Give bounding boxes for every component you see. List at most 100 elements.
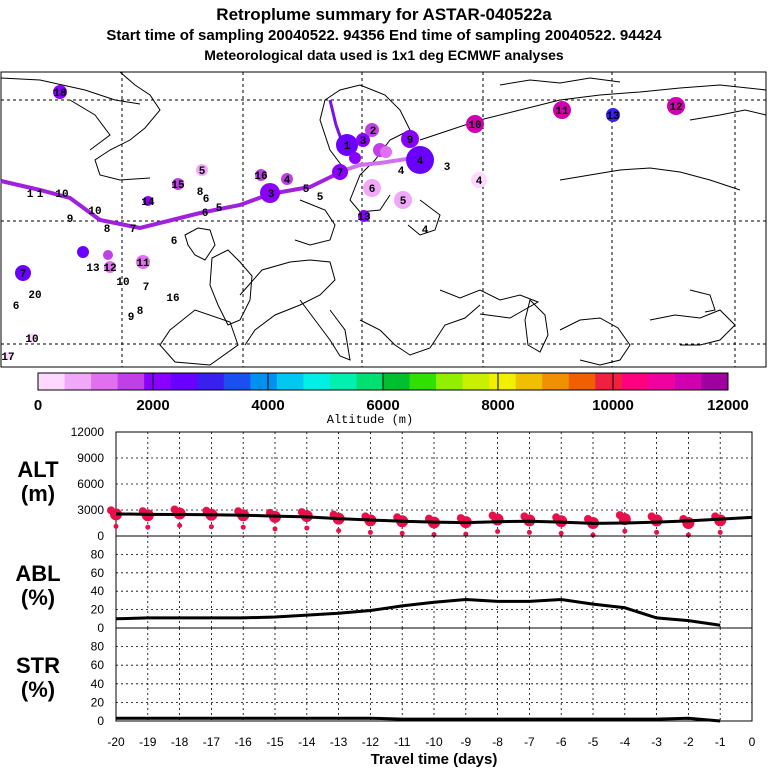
plume-day-label: 18 bbox=[53, 88, 67, 100]
x-tick-label: -7 bbox=[524, 735, 535, 749]
colorbar-tick-label: 8000 bbox=[481, 397, 514, 414]
plume-cluster-marker bbox=[136, 255, 150, 269]
sampling-time-line: Start time of sampling 20040522. 94356 E… bbox=[106, 27, 662, 44]
colorbar-label: Altitude (m) bbox=[327, 413, 413, 427]
altitude-cluster-point bbox=[297, 508, 306, 517]
colorbar-tick-label: 0 bbox=[34, 397, 42, 414]
trajectory-main bbox=[0, 168, 346, 231]
y-tick-label: 40 bbox=[91, 677, 105, 691]
colorbar-swatch bbox=[489, 373, 517, 390]
y-tick-label: 80 bbox=[91, 640, 105, 654]
x-tick-label: -18 bbox=[171, 735, 189, 749]
y-tick-label: 9000 bbox=[77, 451, 104, 465]
panel-unit: (m) bbox=[21, 481, 55, 506]
colorbar-swatch bbox=[117, 373, 145, 390]
colorbar-swatch bbox=[303, 373, 331, 390]
colorbar-swatch bbox=[276, 373, 304, 390]
plume-cluster-marker bbox=[15, 265, 31, 281]
plume-cluster-marker bbox=[380, 146, 392, 158]
panel-label: STR bbox=[16, 653, 60, 678]
altitude-cluster-point bbox=[520, 512, 529, 521]
plume-cluster-marker bbox=[358, 210, 370, 222]
x-tick-label: -3 bbox=[651, 735, 662, 749]
colorbar-swatch bbox=[462, 373, 490, 390]
altitude-cluster-point bbox=[107, 506, 115, 515]
altitude-cluster-point bbox=[654, 529, 660, 535]
plume-clusters bbox=[4, 85, 685, 360]
figure-title: Retroplume summary for ASTAR-040522a bbox=[216, 5, 552, 24]
colorbar-swatch bbox=[144, 373, 172, 390]
colorbar-swatch bbox=[329, 373, 357, 390]
plume-cluster-marker bbox=[281, 173, 293, 185]
plume-day-label: 8 bbox=[197, 187, 204, 199]
plume-day-label: 3 bbox=[444, 162, 451, 174]
plume-cluster-marker bbox=[471, 172, 487, 188]
plume-cluster-marker bbox=[401, 130, 419, 148]
colorbar-swatch bbox=[250, 373, 278, 390]
colorbar-swatch bbox=[356, 373, 384, 390]
plume-cluster-marker bbox=[255, 169, 267, 181]
x-tick-label: -1 bbox=[715, 735, 726, 749]
plume-cluster-marker bbox=[553, 101, 571, 119]
time-series-panels: 030006000900012000ALT(m)020406080ABL(%)0… bbox=[15, 425, 755, 768]
altitude-colorbar: 0 2000 4000 6000 8000 10000 12000 bbox=[34, 372, 749, 414]
altitude-cluster-point bbox=[393, 513, 402, 522]
plume-day-label: 6 bbox=[13, 301, 20, 313]
plume-day-label: 5 bbox=[400, 196, 407, 208]
plume-day-label: 16 bbox=[166, 293, 179, 305]
plume-day-label: 7 bbox=[20, 269, 27, 281]
x-tick-label: -14 bbox=[298, 735, 316, 749]
plume-cluster-marker bbox=[143, 196, 153, 206]
altitude-cluster-point bbox=[615, 511, 624, 520]
colorbar-swatch bbox=[568, 373, 596, 390]
plume-day-label: 10 bbox=[88, 206, 101, 218]
plume-day-label: 6 bbox=[202, 208, 209, 220]
x-tick-label: -8 bbox=[492, 735, 503, 749]
plume-day-label: 12 bbox=[669, 102, 682, 114]
plume-day-label: 5 bbox=[303, 184, 310, 196]
plume-cluster-marker bbox=[27, 333, 37, 343]
x-tick-label: -11 bbox=[394, 735, 411, 749]
plume-cluster-marker bbox=[394, 191, 412, 209]
plume-day-label: 4 bbox=[422, 225, 429, 237]
plume-cluster-marker bbox=[332, 164, 348, 180]
plume-cluster-marker bbox=[336, 134, 358, 156]
colorbar-tick-label: 2000 bbox=[136, 397, 169, 414]
plume-cluster-marker bbox=[53, 85, 67, 99]
plume-cluster-marker bbox=[77, 246, 89, 258]
altitude-cluster-point bbox=[240, 524, 246, 530]
plume-day-label: 3 bbox=[360, 136, 367, 148]
panel-label: ABL bbox=[15, 561, 60, 586]
y-tick-label: 20 bbox=[91, 603, 105, 617]
altitude-cluster-point bbox=[399, 530, 405, 536]
plume-day-label: 8 bbox=[104, 224, 111, 236]
altitude-cluster-point bbox=[495, 529, 501, 535]
plume-day-label: 17 bbox=[1, 352, 14, 364]
plume-day-label: 1 bbox=[27, 189, 34, 201]
altitude-cluster-point bbox=[488, 511, 497, 520]
plume-day-label: 3 bbox=[268, 189, 275, 201]
y-tick-label: 80 bbox=[91, 547, 105, 561]
x-tick-label: -9 bbox=[460, 735, 471, 749]
fraction-line bbox=[115, 597, 721, 627]
plume-day-label: 1 bbox=[37, 189, 44, 201]
plume-day-label: 6 bbox=[369, 184, 376, 196]
plume-cluster-marker bbox=[104, 261, 116, 273]
altitude-cluster-point bbox=[336, 528, 342, 534]
plume-day-label: 13 bbox=[606, 111, 620, 123]
plume-cluster-marker bbox=[356, 133, 370, 147]
plume-cluster-marker bbox=[260, 183, 280, 203]
plume-day-label: 2 bbox=[370, 126, 377, 138]
altitude-cluster-point bbox=[622, 528, 628, 534]
plume-day-label: 1 bbox=[344, 141, 351, 153]
altitude-cluster-point bbox=[234, 507, 243, 516]
altitude-cluster-point bbox=[526, 529, 532, 535]
altitude-cluster-point bbox=[304, 525, 310, 531]
plume-day-label: 7 bbox=[337, 168, 344, 180]
colorbar-swatch bbox=[515, 373, 543, 390]
y-tick-label: 0 bbox=[97, 529, 104, 543]
x-tick-label: -20 bbox=[107, 735, 125, 749]
plume-day-label: 5 bbox=[317, 192, 324, 204]
